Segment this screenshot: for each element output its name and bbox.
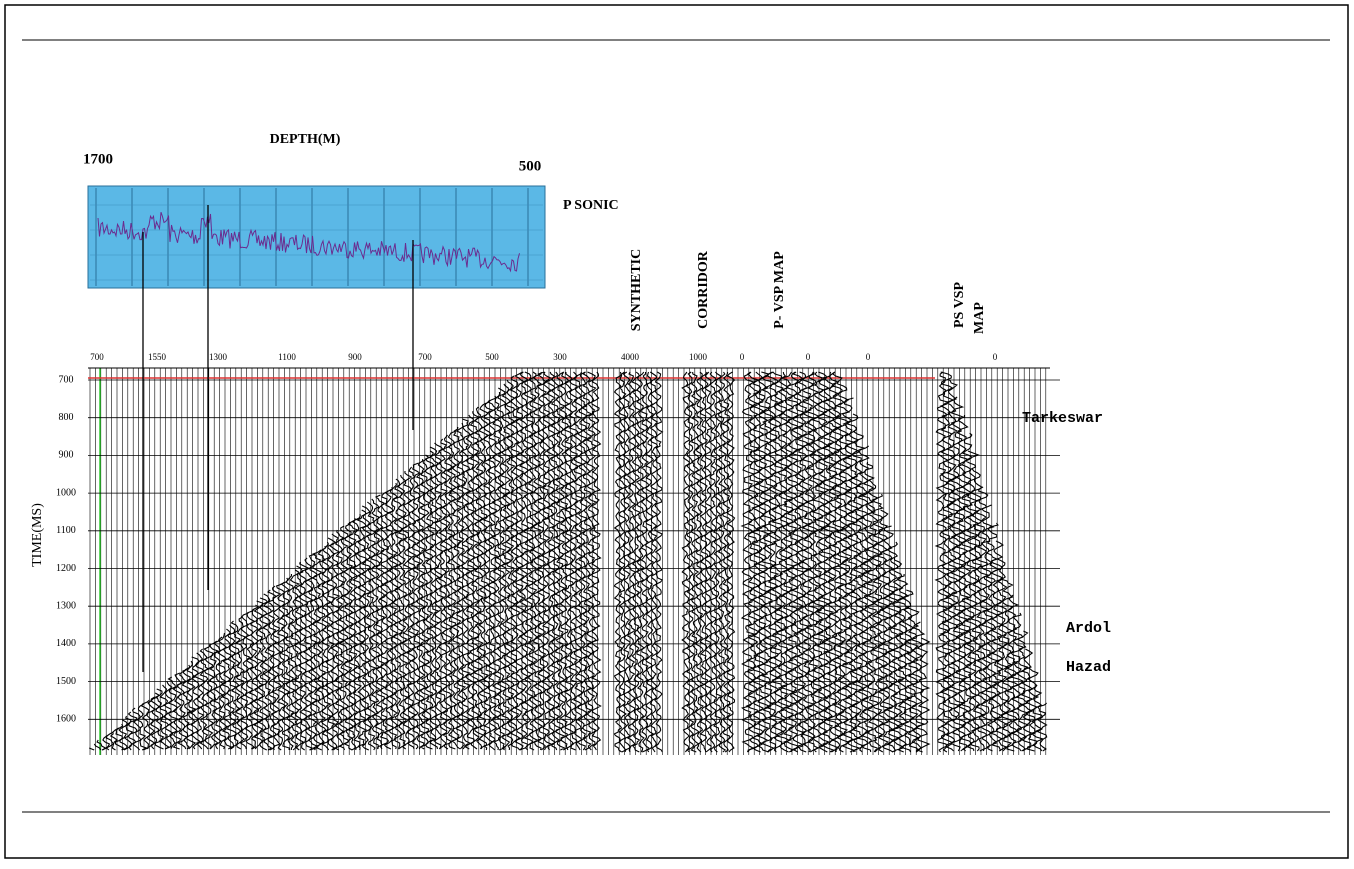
panel-label: SYNTHETIC (629, 249, 644, 331)
panel-label: P- VSP MAP (772, 251, 787, 329)
panel-label: CORRIDOR (696, 250, 711, 329)
top-tick-label: 900 (348, 352, 362, 362)
top-tick-label: 0 (806, 352, 811, 362)
top-tick-label: 500 (485, 352, 499, 362)
time-tick-label: 1000 (56, 487, 76, 498)
panel-label: PS VSP (952, 282, 967, 328)
top-tick-label: 700 (418, 352, 432, 362)
time-tick-label: 1300 (56, 600, 76, 611)
sonic-panel (88, 186, 545, 288)
top-tick-label: 1000 (689, 352, 708, 362)
time-tick-label: 1100 (56, 525, 76, 536)
figure: DEPTH(M) 1700 500 P SONIC SYNTHETIC CORR… (0, 0, 1354, 864)
top-tick-label: 700 (90, 352, 104, 362)
top-tick-label: 4000 (621, 352, 640, 362)
top-tick-label: 0 (993, 352, 998, 362)
depth-title: DEPTH(M) (270, 132, 341, 147)
top-tick-label: 1550 (148, 352, 167, 362)
page: DEPTH(M) 1700 500 P SONIC SYNTHETIC CORR… (0, 0, 1354, 869)
top-tick-label: 1300 (209, 352, 228, 362)
horizon-label: Tarkeswar (1022, 410, 1103, 427)
y-axis-label: TIME(MS) (30, 503, 45, 567)
time-tick-label: 1200 (56, 563, 76, 574)
sonic-label: P SONIC (563, 198, 619, 213)
time-tick-label: 1600 (56, 714, 76, 725)
time-tick-label: 900 (59, 450, 74, 461)
depth-right: 500 (519, 158, 542, 174)
time-tick-label: 800 (59, 412, 74, 423)
time-tick-label: 1400 (56, 638, 76, 649)
horizon-label: Ardol (1066, 620, 1111, 637)
top-tick-label: 1100 (278, 352, 296, 362)
top-tick-label: 300 (553, 352, 567, 362)
time-tick-label: 700 (59, 374, 74, 385)
panel-label: MAP (972, 302, 987, 334)
top-tick-label: 0 (740, 352, 745, 362)
depth-left: 1700 (83, 151, 113, 167)
top-tick-label: 0 (866, 352, 871, 362)
horizon-label: Hazad (1066, 659, 1111, 676)
time-tick-label: 1500 (56, 676, 76, 687)
